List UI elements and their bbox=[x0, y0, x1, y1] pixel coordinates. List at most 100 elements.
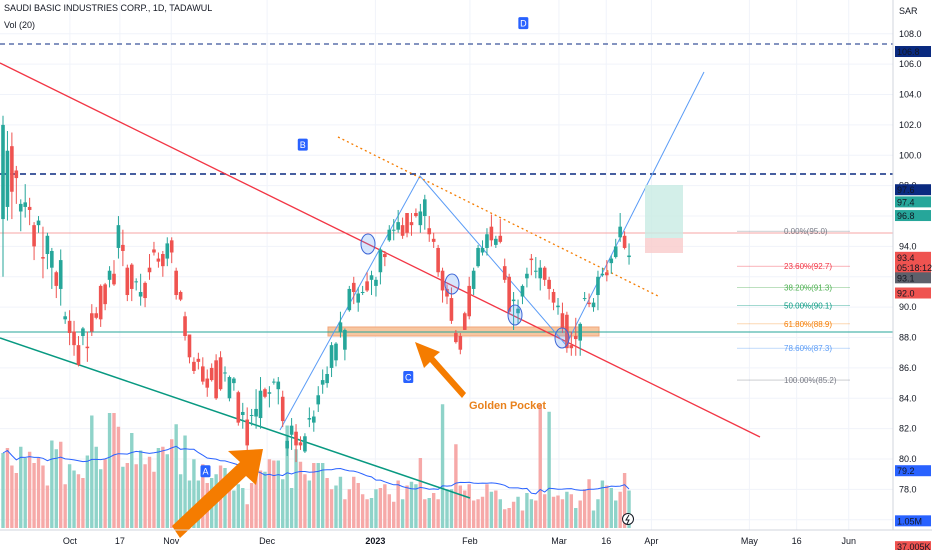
volume-bar bbox=[418, 458, 423, 528]
volume-bar bbox=[587, 479, 591, 528]
time-tick-label: Dec bbox=[259, 536, 276, 546]
candle-body bbox=[165, 243, 170, 259]
volume-bar bbox=[241, 488, 245, 528]
stop-zone bbox=[645, 238, 683, 253]
candle-body bbox=[143, 282, 147, 299]
candle-body bbox=[129, 264, 134, 289]
volume-bar bbox=[116, 426, 121, 528]
candle-body bbox=[5, 150, 10, 207]
price-tag-label: 93.1 bbox=[897, 273, 915, 283]
time-tick-label: 16 bbox=[792, 536, 802, 546]
volume-bar bbox=[94, 446, 98, 528]
volume-bar bbox=[329, 489, 334, 528]
volume-bar bbox=[156, 448, 161, 528]
volume-bar bbox=[574, 508, 578, 528]
price-tag-label: 97.4 bbox=[897, 197, 915, 207]
volume-bar bbox=[130, 433, 134, 528]
price-tag bbox=[895, 287, 931, 299]
volume-bar bbox=[627, 490, 631, 528]
volume-bar bbox=[489, 491, 494, 528]
candle-body bbox=[23, 202, 27, 207]
fib-level-label: 50.00%(90.1) bbox=[784, 302, 832, 311]
volume-bar bbox=[85, 455, 90, 528]
volume-bar bbox=[285, 425, 289, 528]
volume-bar bbox=[511, 501, 516, 528]
candle-body bbox=[316, 395, 321, 405]
candle-body bbox=[156, 258, 161, 262]
volume-bar bbox=[147, 456, 152, 528]
price-tick-label: 84.0 bbox=[899, 393, 917, 403]
price-tag bbox=[895, 210, 931, 222]
time-tick-label: Mar bbox=[551, 536, 567, 546]
volume-bar bbox=[1, 453, 5, 528]
price-tag-label: 106.8 bbox=[897, 47, 920, 57]
volume-bar bbox=[507, 508, 511, 528]
volume-bar bbox=[582, 489, 587, 528]
fib-level-label: 61.80%(88.9) bbox=[784, 320, 832, 329]
candle-body bbox=[427, 228, 432, 235]
wave-label: C bbox=[405, 373, 412, 383]
volume-bar bbox=[529, 499, 534, 528]
volume-bar bbox=[276, 460, 280, 528]
candle-body bbox=[85, 346, 90, 349]
volume-bar bbox=[560, 499, 565, 528]
volume-bar bbox=[578, 500, 582, 528]
symbol-title: SAUDI BASIC INDUSTRIES CORP., 1D, TADAWU… bbox=[4, 3, 213, 13]
candle-body bbox=[307, 418, 312, 420]
candle-body bbox=[50, 250, 54, 268]
candle-body bbox=[280, 396, 285, 422]
volume-bar bbox=[476, 499, 480, 528]
big-arrow bbox=[172, 449, 263, 538]
volume-bar bbox=[152, 471, 156, 528]
candle-body bbox=[27, 206, 32, 210]
volume-bar bbox=[112, 413, 116, 528]
volume-bar bbox=[360, 494, 365, 528]
volume-bar bbox=[103, 459, 107, 528]
time-tick-label: Nov bbox=[163, 536, 180, 546]
price-tag-label: 79.2 bbox=[897, 466, 915, 476]
volume-bar bbox=[187, 480, 192, 528]
time-axis[interactable]: Oct 17 Nov Dec 2023 Feb Mar 16 Apr May 16 Jun bbox=[0, 529, 932, 546]
candle-body bbox=[289, 425, 294, 435]
candle-body bbox=[343, 329, 347, 350]
candle-body bbox=[116, 225, 121, 248]
time-tick-label: Feb bbox=[462, 536, 478, 546]
volume-bar bbox=[325, 478, 329, 528]
volume-bar bbox=[409, 481, 414, 528]
volume-bar bbox=[107, 413, 112, 528]
volume-bar bbox=[45, 485, 50, 528]
candle-body bbox=[325, 374, 329, 384]
volume-bar bbox=[347, 489, 352, 528]
volume-bar bbox=[387, 494, 391, 528]
volume-bar bbox=[400, 499, 405, 528]
volume-bar bbox=[125, 463, 130, 528]
volume-bar bbox=[352, 476, 356, 528]
time-tick-label: Oct bbox=[63, 536, 78, 546]
candle-body bbox=[303, 436, 307, 452]
price-axis[interactable]: SAR76.078.080.082.084.086.088.090.092.09… bbox=[892, 0, 932, 550]
volume-bar bbox=[436, 499, 440, 528]
volume-bar bbox=[227, 475, 232, 528]
candle-body bbox=[507, 276, 511, 312]
volume-bar bbox=[258, 470, 263, 528]
candle-body bbox=[578, 323, 582, 341]
volume-bar bbox=[192, 459, 196, 528]
volume-bar bbox=[32, 463, 36, 528]
candle-body bbox=[529, 258, 534, 261]
volume-bar bbox=[201, 464, 205, 528]
candle-body bbox=[596, 276, 600, 296]
candle-body bbox=[209, 367, 214, 381]
candle-body bbox=[618, 226, 622, 238]
candle-body bbox=[227, 377, 232, 399]
price-tick-label: 90.0 bbox=[899, 302, 917, 312]
candle-body bbox=[365, 281, 369, 291]
candle-body bbox=[192, 361, 196, 371]
candle-body bbox=[267, 392, 272, 394]
volume-bar bbox=[72, 470, 76, 528]
candle-body bbox=[196, 358, 201, 362]
volume-bar bbox=[76, 474, 81, 528]
volume-bar bbox=[90, 415, 94, 528]
candle-body bbox=[556, 305, 560, 308]
candle-body bbox=[81, 328, 85, 337]
